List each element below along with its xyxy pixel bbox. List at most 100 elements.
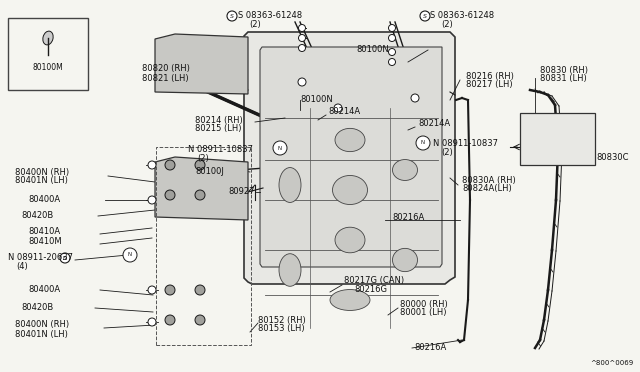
Circle shape <box>273 141 287 155</box>
Circle shape <box>195 190 205 200</box>
Circle shape <box>298 45 305 51</box>
Text: N: N <box>421 141 425 145</box>
Text: N 08911-10837: N 08911-10837 <box>433 140 498 148</box>
Text: 80217G (CAN): 80217G (CAN) <box>344 276 404 285</box>
Polygon shape <box>260 47 442 267</box>
Ellipse shape <box>335 227 365 253</box>
Text: S 08363-61248: S 08363-61248 <box>430 10 494 19</box>
Circle shape <box>165 285 175 295</box>
Text: 80830A (RH): 80830A (RH) <box>462 176 516 185</box>
Text: 80100N: 80100N <box>300 96 333 105</box>
Circle shape <box>388 48 396 55</box>
Text: 80216A: 80216A <box>414 343 446 352</box>
Text: 80824A(LH): 80824A(LH) <box>462 185 512 193</box>
Circle shape <box>411 94 419 102</box>
Text: N 08911-10837: N 08911-10837 <box>188 145 253 154</box>
Circle shape <box>195 315 205 325</box>
Text: (2): (2) <box>197 154 209 164</box>
Text: 80215 (LH): 80215 (LH) <box>195 125 241 134</box>
Text: 80831 (LH): 80831 (LH) <box>540 74 587 83</box>
Polygon shape <box>155 157 248 220</box>
Circle shape <box>165 190 175 200</box>
Text: ^800^0069: ^800^0069 <box>590 360 633 366</box>
Text: N: N <box>128 253 132 257</box>
Text: 80214A: 80214A <box>418 119 450 128</box>
Text: 80216 (RH): 80216 (RH) <box>466 71 514 80</box>
Text: (2): (2) <box>441 148 452 157</box>
Ellipse shape <box>43 31 53 45</box>
Ellipse shape <box>333 176 367 205</box>
Text: 80400A: 80400A <box>28 196 60 205</box>
Circle shape <box>388 58 396 65</box>
Circle shape <box>165 315 175 325</box>
Circle shape <box>195 285 205 295</box>
Text: 80830C: 80830C <box>596 154 628 163</box>
Text: (2): (2) <box>441 19 452 29</box>
Text: 80216A: 80216A <box>392 212 424 221</box>
Circle shape <box>298 25 305 32</box>
Text: 80400A: 80400A <box>28 285 60 295</box>
Circle shape <box>125 250 135 260</box>
Circle shape <box>165 160 175 170</box>
Text: 80001 (LH): 80001 (LH) <box>400 308 447 317</box>
Circle shape <box>418 138 428 148</box>
Ellipse shape <box>279 254 301 286</box>
Polygon shape <box>244 32 455 284</box>
Ellipse shape <box>335 128 365 152</box>
Text: 80420B: 80420B <box>21 212 53 221</box>
Circle shape <box>148 286 156 294</box>
Text: 80400N (RH): 80400N (RH) <box>15 321 69 330</box>
Text: 80401N (LH): 80401N (LH) <box>15 330 68 339</box>
Text: (2): (2) <box>249 19 260 29</box>
Circle shape <box>388 35 396 42</box>
Circle shape <box>275 143 285 153</box>
Text: S 08363-61248: S 08363-61248 <box>238 10 302 19</box>
Bar <box>520 113 595 165</box>
Ellipse shape <box>330 289 370 311</box>
Text: S: S <box>423 13 427 19</box>
Text: 80100J: 80100J <box>195 167 224 176</box>
Text: 80100N: 80100N <box>356 45 388 55</box>
Circle shape <box>148 196 156 204</box>
Ellipse shape <box>392 160 417 180</box>
Text: 80410A: 80410A <box>28 228 60 237</box>
Text: 80214A: 80214A <box>328 108 360 116</box>
Text: 80153 (LH): 80153 (LH) <box>258 324 305 334</box>
Text: N: N <box>278 145 282 151</box>
Text: 80217 (LH): 80217 (LH) <box>466 80 513 90</box>
Text: 80410M: 80410M <box>28 237 61 247</box>
Circle shape <box>148 318 156 326</box>
Circle shape <box>227 11 237 21</box>
Text: 80100M: 80100M <box>33 64 63 73</box>
Text: 80820 (RH): 80820 (RH) <box>142 64 190 73</box>
Polygon shape <box>155 34 248 94</box>
Bar <box>156 147 251 345</box>
Text: 80214 (RH): 80214 (RH) <box>195 115 243 125</box>
Text: 80420B: 80420B <box>21 304 53 312</box>
Text: 80401N (LH): 80401N (LH) <box>15 176 68 186</box>
Ellipse shape <box>279 167 301 202</box>
Text: S: S <box>230 13 234 19</box>
Circle shape <box>334 104 342 112</box>
Circle shape <box>298 35 305 42</box>
Text: 80927: 80927 <box>228 187 255 196</box>
Circle shape <box>420 11 430 21</box>
Circle shape <box>298 78 306 86</box>
Circle shape <box>416 136 430 150</box>
Circle shape <box>388 25 396 32</box>
Text: 80216G: 80216G <box>354 285 387 294</box>
Text: 80821 (LH): 80821 (LH) <box>142 74 189 83</box>
Text: N: N <box>63 256 67 260</box>
Text: 80830 (RH): 80830 (RH) <box>540 65 588 74</box>
Text: 80152 (RH): 80152 (RH) <box>258 315 306 324</box>
Bar <box>8 18 88 90</box>
Text: N 08911-20637: N 08911-20637 <box>8 253 73 263</box>
Text: 80000 (RH): 80000 (RH) <box>400 299 448 308</box>
Ellipse shape <box>392 248 417 272</box>
Circle shape <box>148 161 156 169</box>
Circle shape <box>60 253 70 263</box>
Text: (4): (4) <box>16 263 28 272</box>
Text: 80400N (RH): 80400N (RH) <box>15 167 69 176</box>
Circle shape <box>195 160 205 170</box>
Circle shape <box>123 248 137 262</box>
